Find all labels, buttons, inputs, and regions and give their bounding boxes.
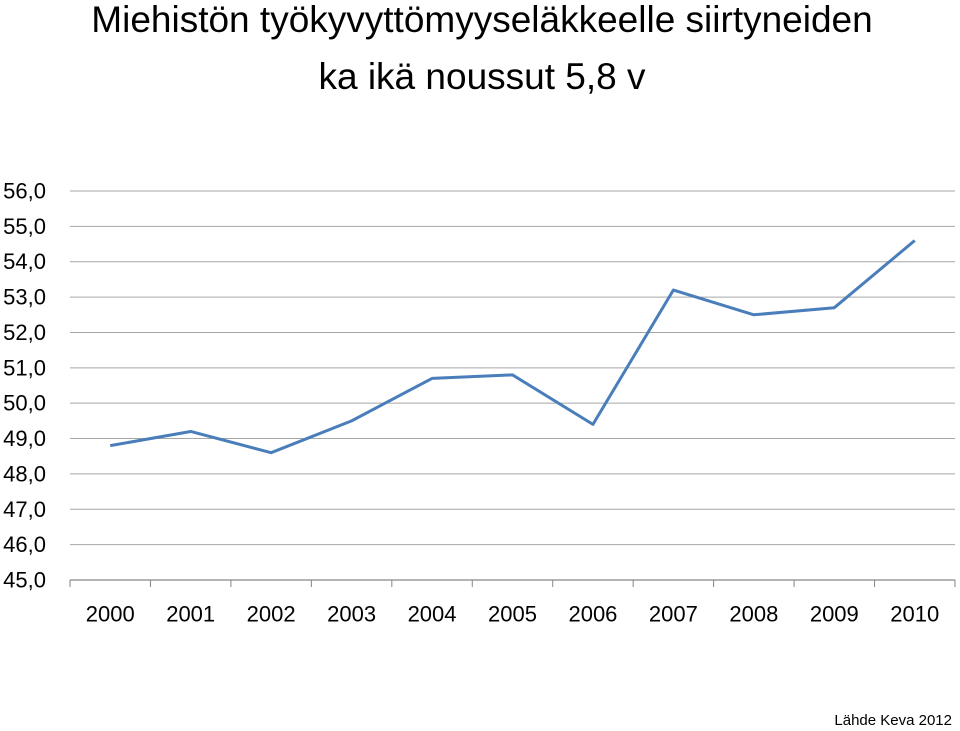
x-tick-label: 2009	[810, 602, 859, 627]
source-note: Lähde Keva 2012	[834, 712, 952, 729]
x-tick-label: 2007	[649, 602, 698, 627]
y-tick-label: 55,0	[3, 214, 46, 239]
x-tick-label: 2001	[166, 602, 215, 627]
y-tick-label: 53,0	[3, 285, 46, 310]
x-tick-label: 2005	[488, 602, 537, 627]
y-tick-label: 54,0	[3, 249, 46, 274]
y-tick-label: 45,0	[3, 568, 46, 593]
x-tick-label: 2010	[890, 602, 939, 627]
y-tick-label: 52,0	[3, 320, 46, 345]
y-tick-label: 46,0	[3, 532, 46, 557]
y-tick-label: 48,0	[3, 461, 46, 486]
y-tick-label: 49,0	[3, 426, 46, 451]
x-tick-label: 2004	[408, 602, 457, 627]
y-tick-label: 51,0	[3, 355, 46, 380]
chart-title-line: Miehistön työkyvyttömyyseläkkeelle siirt…	[91, 0, 872, 40]
x-tick-label: 2003	[327, 602, 376, 627]
y-tick-label: 50,0	[3, 391, 46, 416]
y-tick-label: 47,0	[3, 497, 46, 522]
x-tick-label: 2008	[729, 602, 778, 627]
y-tick-label: 56,0	[3, 179, 46, 204]
data-line	[109, 239, 916, 455]
chart-title-line: ka ikä noussut 5,8 v	[318, 56, 646, 97]
x-tick-label: 2006	[568, 602, 617, 627]
x-tick-label: 2000	[86, 602, 135, 627]
x-tick-label: 2002	[247, 602, 296, 627]
